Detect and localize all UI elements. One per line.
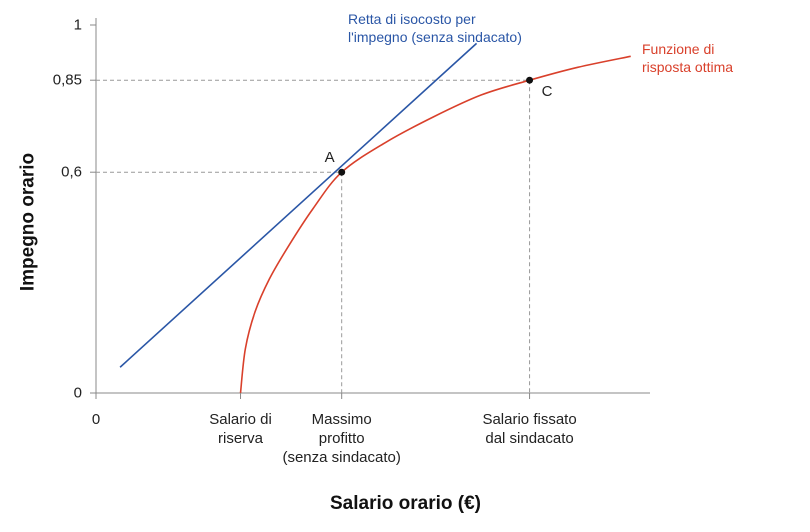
series-line [119, 42, 478, 368]
y-tick-label: 0,6 [61, 163, 82, 181]
point [526, 76, 534, 84]
point [338, 168, 346, 176]
x-tick-label: Salario di riserva [209, 411, 272, 447]
x-axis-title: Salario orario (€) [330, 493, 481, 514]
series-line [239, 55, 631, 394]
y-axis-title: Impegno orario [17, 152, 39, 292]
x-tick-label: Massimo profitto (senza sindacato) [282, 411, 401, 466]
series-label: Funzione di risposta ottima [642, 41, 734, 75]
x-tick-label: Salario fissato dal sindacato [482, 411, 577, 447]
point-label: A [324, 149, 335, 167]
y-tick-label: 0,85 [52, 71, 82, 89]
y-tick-label: 1 [73, 16, 82, 34]
point-label: C [541, 83, 553, 101]
y-tick-label: 0 [73, 384, 82, 402]
x-tick-label: 0 [91, 411, 101, 428]
series-label: Retta di isocosto per l'impegno (senza s… [348, 11, 522, 45]
